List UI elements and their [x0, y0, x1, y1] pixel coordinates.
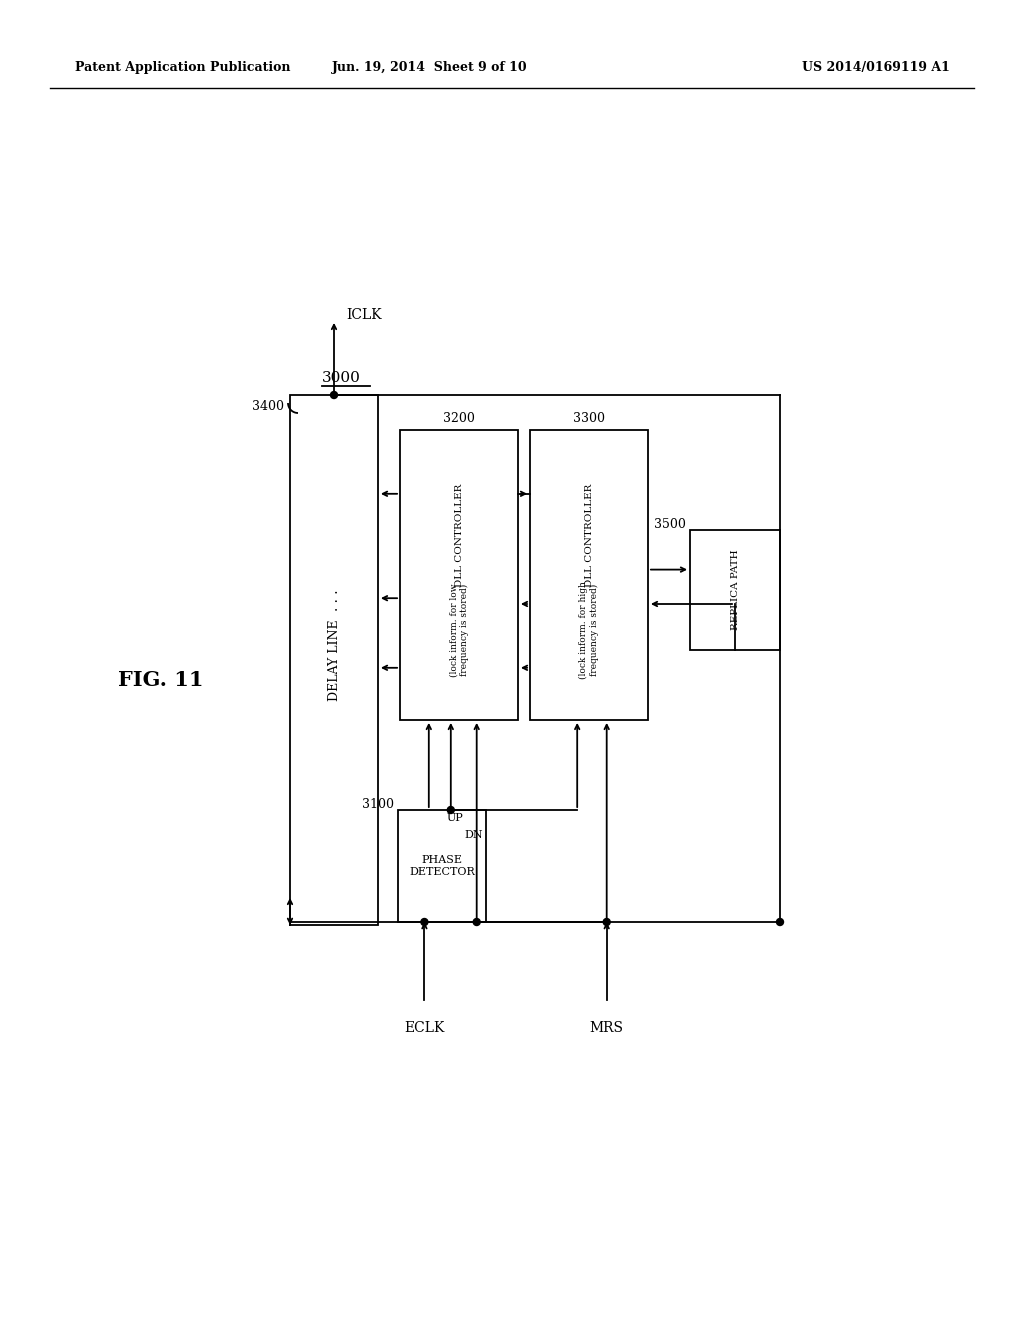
Text: US 2014/0169119 A1: US 2014/0169119 A1 [802, 62, 950, 74]
Circle shape [776, 919, 783, 925]
Text: ICLK: ICLK [346, 308, 382, 322]
Text: 3400: 3400 [252, 400, 284, 413]
Text: 3300: 3300 [573, 412, 605, 425]
Text: 3200: 3200 [443, 412, 475, 425]
Text: 3100: 3100 [362, 797, 394, 810]
Circle shape [603, 919, 610, 925]
Text: FIG. 11: FIG. 11 [118, 671, 204, 690]
Text: . . .: . . . [327, 589, 341, 611]
Text: DELAY LINE: DELAY LINE [328, 619, 341, 701]
Bar [690, 531, 780, 649]
Text: Patent Application Publication: Patent Application Publication [75, 62, 291, 74]
Bar [400, 430, 518, 719]
Text: Jun. 19, 2014  Sheet 9 of 10: Jun. 19, 2014 Sheet 9 of 10 [332, 62, 527, 74]
Text: UP: UP [446, 813, 464, 822]
Text: (lock inform. for low
frequency is stored): (lock inform. for low frequency is store… [450, 583, 469, 677]
Text: ECLK: ECLK [404, 1020, 444, 1035]
Bar [398, 810, 486, 921]
Circle shape [447, 807, 455, 813]
Text: 3500: 3500 [654, 517, 686, 531]
Text: DLL CONTROLLER: DLL CONTROLLER [455, 483, 464, 586]
Text: (lock inform. for high
frequency is stored): (lock inform. for high frequency is stor… [580, 581, 599, 678]
Text: 3000: 3000 [322, 371, 360, 385]
Bar [290, 395, 378, 925]
Text: DN: DN [465, 830, 483, 840]
Bar [530, 430, 648, 719]
Text: MRS: MRS [590, 1020, 624, 1035]
Circle shape [421, 919, 428, 925]
Circle shape [473, 919, 480, 925]
Text: REPLICA PATH: REPLICA PATH [730, 549, 739, 631]
Text: PHASE
DETECTOR: PHASE DETECTOR [410, 855, 475, 876]
Text: DLL CONTROLLER: DLL CONTROLLER [585, 483, 594, 586]
Circle shape [331, 392, 338, 399]
